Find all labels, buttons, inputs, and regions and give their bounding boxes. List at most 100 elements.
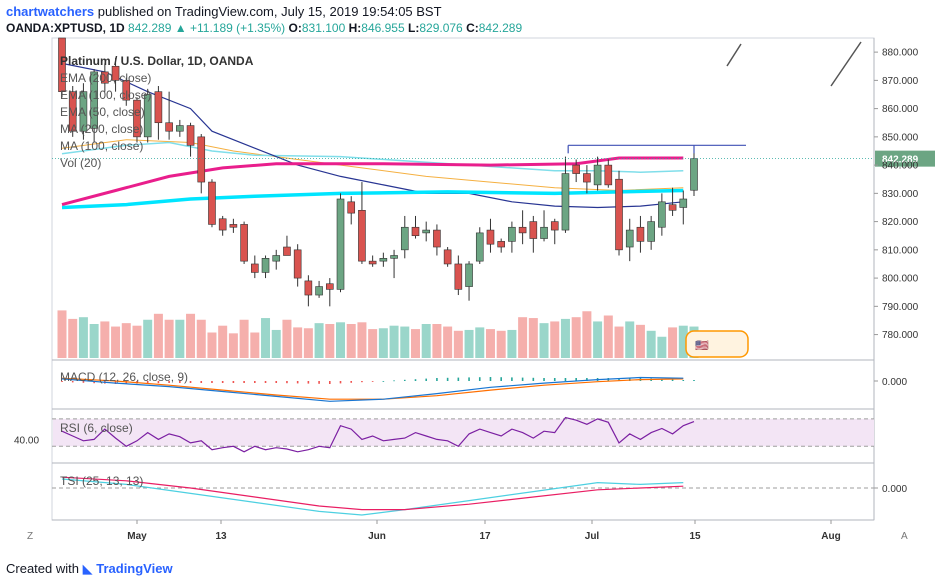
legend-vol[interactable]: Vol (20) <box>60 156 101 170</box>
close-value: 842.289 <box>478 21 523 35</box>
trend-line-1[interactable] <box>726 43 742 67</box>
candle-body <box>454 263 463 290</box>
candle-body <box>165 122 173 132</box>
volume-bar <box>378 328 388 358</box>
macd-histogram-bar <box>371 381 374 382</box>
volume-bar <box>207 332 217 358</box>
candle-body <box>218 218 227 231</box>
tradingview-link[interactable]: TradingView <box>96 561 173 576</box>
macd-histogram-bar <box>221 381 224 383</box>
volume-bar <box>560 318 570 358</box>
price-change: +11.189 (+1.35%) <box>190 21 286 35</box>
macd-histogram-bar <box>446 377 449 381</box>
price-tick-label: 880.000 <box>882 48 919 59</box>
time-tick-label: 15 <box>689 531 701 542</box>
time-tick-label: Aug <box>821 531 840 542</box>
open-label: O: <box>288 21 302 35</box>
legend-ma100[interactable]: MA (100, close) <box>60 139 143 153</box>
macd-histogram-bar <box>200 381 203 383</box>
high-value: 846.955 <box>361 21 405 35</box>
volume-bar <box>314 323 324 358</box>
volume-layer <box>57 310 699 358</box>
volume-bar <box>668 327 678 358</box>
macd-histogram-bar <box>93 381 95 384</box>
volume-bar <box>453 330 463 358</box>
candle-body <box>443 249 452 265</box>
macd-histogram-bar <box>468 377 470 381</box>
candle-body <box>529 221 538 239</box>
tsi-pane: 0.000 <box>52 476 907 516</box>
trend-line-2[interactable] <box>830 41 862 87</box>
time-axis[interactable]: May 13 Jun 17 Jul 15 Aug <box>127 520 841 542</box>
macd-histogram-bar <box>307 381 310 384</box>
price-tick-label: 800.000 <box>882 274 919 285</box>
candle-body <box>272 255 281 262</box>
legend-tsi[interactable]: TSI (25, 13, 13) <box>60 474 143 488</box>
price-tick-label: 820.000 <box>882 217 919 228</box>
legend-ema200[interactable]: EMA (200, close) <box>60 71 151 85</box>
auto-scale-button[interactable]: A <box>901 531 908 542</box>
macd-histogram-bar <box>489 377 492 381</box>
macd-histogram-bar <box>511 377 513 381</box>
price-axis[interactable]: 880.000 870.000 860.000 850.000 840.000 830.0… <box>874 48 919 341</box>
legend-ema50[interactable]: EMA (50, close) <box>60 105 145 119</box>
volume-bar <box>400 326 410 358</box>
candle-body <box>304 280 313 296</box>
volume-bar <box>143 319 153 358</box>
chart-title: Platinum / U.S. Dollar, 1D, OANDA <box>60 54 254 68</box>
candle-body <box>368 260 377 265</box>
tradingview-logo-icon: ◣ <box>82 561 93 576</box>
macd-histogram-bar <box>500 377 502 381</box>
price-tick-label: 780.000 <box>882 330 919 341</box>
legend-macd[interactable]: MACD (12, 26, close, 9) <box>60 370 188 384</box>
candle-body <box>465 263 473 287</box>
legend-rsi[interactable]: RSI (6, close) <box>60 421 133 435</box>
low-label: L: <box>408 21 420 35</box>
volume-bar <box>528 318 538 358</box>
volume-bar <box>464 329 474 358</box>
up-arrow-icon: ▲ <box>174 21 187 35</box>
volume-bar <box>336 322 346 358</box>
volume-bar <box>346 324 356 358</box>
candle-body <box>122 80 131 101</box>
legend-ma200[interactable]: MA (200, close) <box>60 122 143 136</box>
author-link[interactable]: chartwatchers <box>6 4 95 19</box>
volume-bar <box>261 318 271 358</box>
macd-histogram-bar <box>350 381 353 383</box>
last-price: 842.289 <box>128 21 172 35</box>
ma200-line <box>61 139 684 192</box>
volume-bar <box>89 324 99 358</box>
volume-bar <box>496 330 506 358</box>
price-tick-label: 790.000 <box>882 302 919 313</box>
candle-body <box>647 221 655 242</box>
volume-bar <box>421 324 431 358</box>
macd-histogram-bar <box>264 381 267 383</box>
last-price-box <box>875 150 935 167</box>
volume-bar <box>443 326 453 358</box>
macd-histogram-bar <box>457 377 460 381</box>
volume-bar <box>357 322 367 358</box>
event-badge-flag-icon: 🇺🇸 <box>695 339 709 352</box>
candle-body <box>636 226 645 242</box>
high-label: H: <box>348 21 362 35</box>
volume-bar <box>228 333 238 358</box>
event-badge[interactable]: 🇺🇸 <box>685 330 749 358</box>
macd-histogram-bar <box>543 378 545 381</box>
macd-histogram-bar <box>414 379 417 381</box>
candle-body <box>486 229 495 245</box>
macd-histogram-bar <box>553 378 556 381</box>
price-tick-label: 830.000 <box>882 189 919 200</box>
volume-bar <box>635 324 645 358</box>
last-price-label: 842.289 <box>882 155 919 166</box>
volume-bar <box>78 317 88 358</box>
macd-histogram-bar <box>61 381 63 382</box>
volume-bar <box>550 321 560 358</box>
macd-histogram-bar <box>232 381 235 383</box>
timezone-button[interactable]: Z <box>27 531 33 542</box>
candle-body <box>251 263 259 273</box>
volume-bar <box>303 328 313 358</box>
candle-body <box>475 232 484 262</box>
candle-body <box>133 99 141 138</box>
legend-ema100[interactable]: EMA (100, close) <box>60 88 151 102</box>
